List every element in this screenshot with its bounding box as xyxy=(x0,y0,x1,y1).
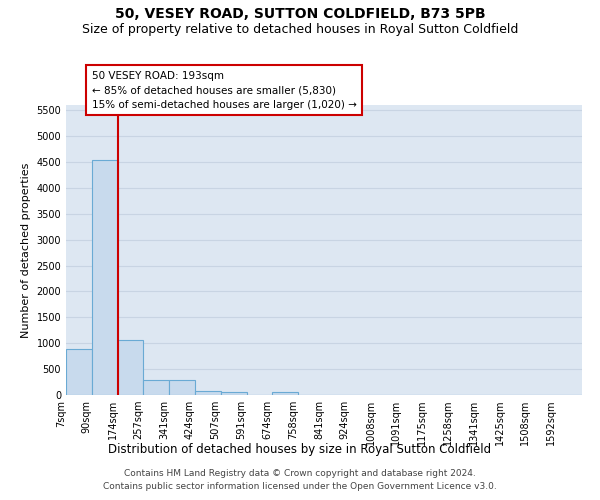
Bar xyxy=(92,160,118,395)
Bar xyxy=(143,380,169,395)
Text: Contains HM Land Registry data © Crown copyright and database right 2024.: Contains HM Land Registry data © Crown c… xyxy=(124,468,476,477)
Y-axis label: Number of detached properties: Number of detached properties xyxy=(21,162,31,338)
Bar xyxy=(118,340,143,395)
Bar xyxy=(221,392,247,395)
Bar xyxy=(169,380,195,395)
Text: 50, VESEY ROAD, SUTTON COLDFIELD, B73 5PB: 50, VESEY ROAD, SUTTON COLDFIELD, B73 5P… xyxy=(115,8,485,22)
Text: Contains public sector information licensed under the Open Government Licence v3: Contains public sector information licen… xyxy=(103,482,497,491)
Bar xyxy=(66,350,92,395)
Bar xyxy=(195,392,221,395)
Text: Distribution of detached houses by size in Royal Sutton Coldfield: Distribution of detached houses by size … xyxy=(109,442,491,456)
Text: Size of property relative to detached houses in Royal Sutton Coldfield: Size of property relative to detached ho… xyxy=(82,22,518,36)
Bar xyxy=(272,392,298,395)
Text: 50 VESEY ROAD: 193sqm
← 85% of detached houses are smaller (5,830)
15% of semi-d: 50 VESEY ROAD: 193sqm ← 85% of detached … xyxy=(92,70,356,110)
